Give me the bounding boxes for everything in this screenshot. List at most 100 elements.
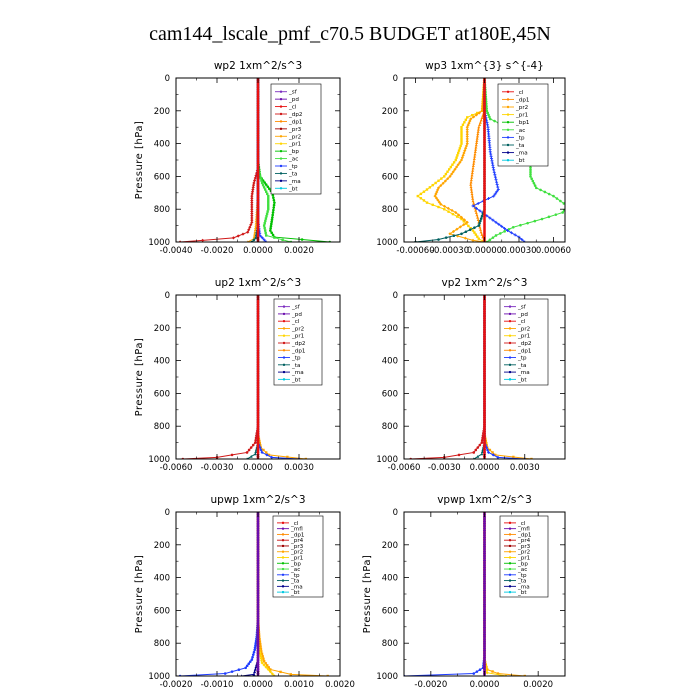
data-point [561,211,564,214]
legend-label: _pd [291,312,302,318]
data-point [270,220,273,224]
legend-label: _ma [517,370,530,376]
x-tick-label: 0.0000 [243,463,273,473]
data-point [483,120,486,124]
data-point [256,90,260,94]
data-point [425,201,429,204]
data-point [256,439,260,442]
data-point [529,175,532,178]
data-point [256,335,260,338]
y-tick-label: 600 [154,389,170,399]
data-point [491,453,495,457]
data-point [465,125,469,129]
data-point [530,457,533,459]
data-point [483,427,486,431]
data-point [264,183,268,186]
data-point [256,386,260,389]
data-point [256,349,260,352]
legend-marker [281,544,285,548]
series-group [409,295,533,459]
series-line-dp2 [410,295,485,459]
legend-label: _ma [517,584,530,590]
legend-marker [279,179,283,183]
data-point [272,196,275,200]
data-point [463,236,467,240]
data-point [300,238,304,241]
data-point [483,97,486,100]
data-point [250,214,254,218]
data-point [256,129,260,133]
data-point [483,406,486,410]
legend-label: _bp1 [515,120,530,126]
data-point [256,383,260,387]
data-point [256,432,260,435]
data-point [457,213,461,217]
data-point [496,188,500,192]
data-point [462,218,466,222]
y-tick-label: 1000 [376,238,398,248]
data-point [483,381,486,385]
data-point [256,653,260,657]
data-point [256,168,260,172]
data-point [488,238,492,242]
data-point [256,148,260,152]
data-point [483,432,486,435]
data-point [513,233,517,237]
data-point [256,660,260,664]
data-point [258,441,262,445]
legend-label: _pr2 [515,105,528,111]
y-tick-label: 200 [382,541,398,551]
y-tick-label: 1000 [376,672,398,682]
legend-label: _tp [517,356,527,362]
legend-label: _bt [290,590,300,596]
data-point [250,658,254,661]
data-point [483,90,486,94]
legend-marker [281,538,285,542]
data-point [483,86,486,89]
data-point [256,117,260,122]
x-tick-label: -0.0020 [201,246,234,256]
data-point [256,443,260,447]
data-point [477,125,481,129]
legend-label: _pr1 [517,556,531,562]
data-point [256,420,260,424]
data-point [519,223,522,227]
y-tick-label: 600 [154,606,170,616]
data-point [258,640,262,643]
data-point [267,201,270,204]
legend-label: _bp [517,561,528,567]
data-point [256,353,260,357]
data-point [256,623,260,627]
y-tick-label: 0 [393,74,398,84]
series-line-tp [180,512,259,676]
data-point [483,187,486,191]
data-point [451,170,455,174]
data-point [459,158,464,162]
data-point [264,219,267,223]
data-point [270,231,273,235]
data-point [483,390,486,394]
data-point [267,187,271,190]
data-point [483,109,486,112]
data-point [483,372,486,375]
data-point [444,236,448,239]
y-tick-label: 0 [165,291,170,301]
data-point [478,228,482,231]
data-point [267,199,270,202]
data-point [256,533,260,537]
data-point [256,621,260,625]
x-tick-label: 0.0000 [470,463,500,473]
data-point [256,418,260,422]
data-point [471,199,475,203]
data-point [256,563,260,567]
data-point [483,157,486,161]
data-point [256,221,260,226]
data-point [436,188,440,192]
data-point [520,238,524,242]
legend-label: _cl [290,521,299,527]
data-point [475,139,479,142]
data-point [483,423,486,426]
data-point [459,215,464,219]
data-point [483,448,486,452]
data-point [478,225,482,229]
